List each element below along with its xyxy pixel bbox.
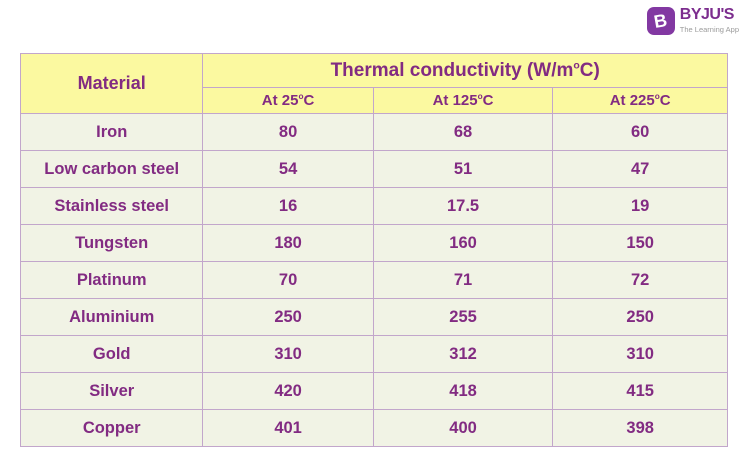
table-row: Aluminium 250 255 250 <box>19 298 728 336</box>
temp-text-suffix: C <box>303 92 315 109</box>
material-cell: Stainless steel <box>19 187 204 225</box>
material-cell: Aluminium <box>19 298 204 336</box>
table-row: Copper 401 400 398 <box>19 409 728 447</box>
value-cell: 160 <box>372 224 554 262</box>
value-cell: 51 <box>372 150 554 188</box>
value-cell: 310 <box>552 335 728 373</box>
byjus-logo: B BYJU'S The Learning App <box>646 6 739 35</box>
value-cell: 250 <box>552 298 728 336</box>
value-cell: 17.5 <box>372 187 554 225</box>
value-cell: 310 <box>202 335 374 373</box>
degree-superscript: o <box>477 92 483 101</box>
byjus-badge-letter: B <box>652 10 669 32</box>
value-cell: 415 <box>552 372 728 410</box>
table-row: Platinum 70 71 72 <box>19 261 728 299</box>
value-cell: 400 <box>372 409 554 447</box>
byjus-badge-icon: B <box>646 7 675 35</box>
thermal-conductivity-table: Material Thermal conductivity (W/moC) At… <box>19 53 728 447</box>
value-cell: 60 <box>552 113 728 151</box>
value-cell: 16 <box>202 187 374 225</box>
table-row: Iron 80 68 60 <box>19 113 728 151</box>
value-cell: 420 <box>202 372 374 410</box>
column-header-at-225c: At 225oC <box>552 87 728 114</box>
material-cell: Silver <box>19 372 204 410</box>
table-row: Low carbon steel 54 51 47 <box>19 150 728 188</box>
value-cell: 70 <box>202 261 374 299</box>
value-cell: 255 <box>372 298 554 336</box>
value-cell: 180 <box>202 224 374 262</box>
column-header-thermal-conductivity: Thermal conductivity (W/moC) <box>202 53 728 88</box>
byjus-tagline: The Learning App <box>679 24 739 34</box>
column-header-at-25c: At 25oC <box>202 87 374 114</box>
value-cell: 68 <box>372 113 554 151</box>
temp-text-prefix: At 225 <box>609 92 655 109</box>
byjus-brand-name: BYJU'S <box>679 6 735 23</box>
value-cell: 418 <box>372 372 554 410</box>
table-row: Stainless steel 16 17.5 19 <box>19 187 728 225</box>
material-cell: Gold <box>19 335 204 373</box>
material-cell: Low carbon steel <box>19 150 204 188</box>
temp-text-suffix: C <box>482 92 494 109</box>
value-cell: 80 <box>202 113 374 151</box>
material-cell: Copper <box>19 409 204 447</box>
temp-text-suffix: C <box>659 92 671 109</box>
value-cell: 312 <box>372 335 554 373</box>
value-cell: 19 <box>552 187 728 225</box>
table-row: Silver 420 418 415 <box>19 372 728 410</box>
title-text-suffix: C) <box>579 59 600 81</box>
degree-superscript: o <box>573 60 580 72</box>
value-cell: 150 <box>552 224 728 262</box>
material-cell: Tungsten <box>19 224 204 262</box>
table-row: Gold 310 312 310 <box>19 335 728 373</box>
temp-text-prefix: At 25 <box>261 92 299 109</box>
column-header-material: Material <box>19 53 204 114</box>
value-cell: 250 <box>202 298 374 336</box>
degree-superscript: o <box>298 92 304 101</box>
value-cell: 71 <box>372 261 554 299</box>
column-header-at-125c: At 125oC <box>372 87 554 114</box>
byjus-logo-text: BYJU'S The Learning App <box>679 6 739 34</box>
value-cell: 54 <box>202 150 374 188</box>
table-row: Tungsten 180 160 150 <box>19 224 728 262</box>
value-cell: 398 <box>552 409 728 447</box>
temp-text-prefix: At 125 <box>432 92 478 109</box>
value-cell: 72 <box>552 261 728 299</box>
title-text-prefix: Thermal conductivity (W/m <box>330 59 574 81</box>
value-cell: 401 <box>202 409 374 447</box>
material-cell: Platinum <box>19 261 204 299</box>
value-cell: 47 <box>552 150 728 188</box>
header-row-title: Material Thermal conductivity (W/moC) <box>19 53 728 114</box>
material-cell: Iron <box>19 113 204 151</box>
degree-superscript: o <box>654 92 660 101</box>
